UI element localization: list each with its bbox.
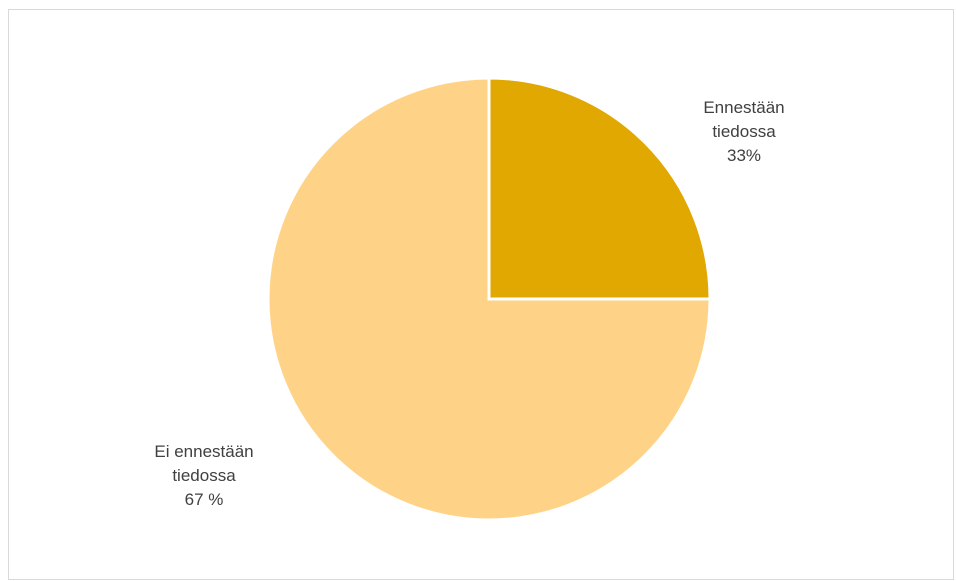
- slice-label-known: Ennestään tiedossa 33%: [649, 96, 839, 168]
- pie-slice-unknown: [266, 76, 712, 522]
- slice-label-known-value: 33%: [726, 146, 762, 165]
- slice-label-unknown-line-1: Ei ennestään: [154, 442, 254, 461]
- slice-label-known-line-2: tiedossa: [712, 122, 776, 141]
- chart-area: Ennestään tiedossa 33% Ei ennestään tied…: [8, 9, 954, 580]
- pie-chart: [266, 76, 712, 522]
- slice-label-unknown: Ei ennestään tiedossa 67 %: [109, 440, 299, 512]
- slice-label-known-line-1: Ennestään: [703, 98, 785, 117]
- slice-label-unknown-line-2: tiedossa: [172, 466, 236, 485]
- slice-label-unknown-value: 67 %: [184, 490, 224, 509]
- pie-slice-known: [487, 76, 712, 301]
